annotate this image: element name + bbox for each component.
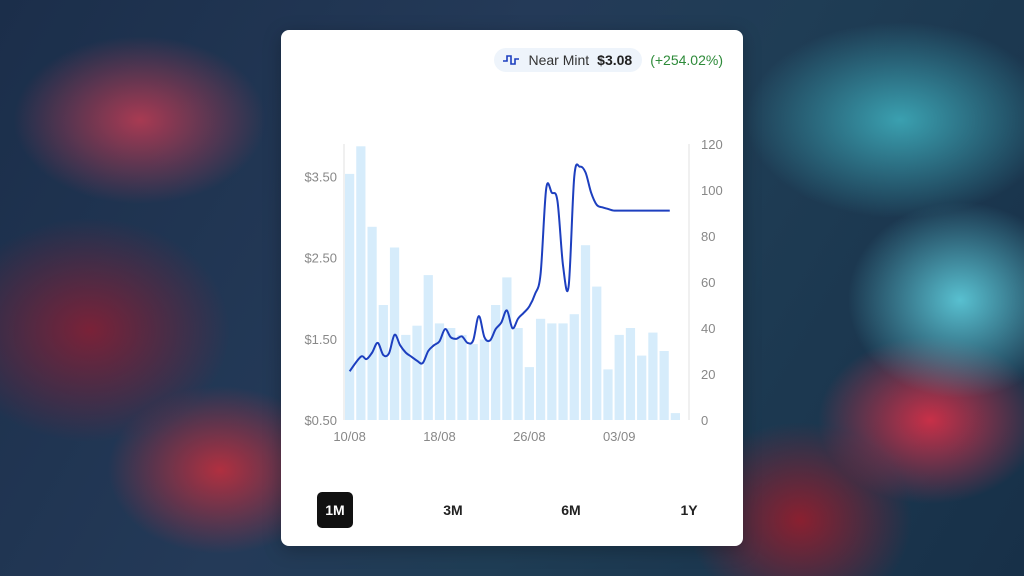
volume-bar bbox=[356, 146, 366, 421]
range-1y-button[interactable]: 1Y bbox=[680, 502, 698, 518]
volume-bar bbox=[401, 334, 411, 420]
x-tick-label: 10/08 bbox=[333, 429, 366, 444]
y-right-tick-label: 100 bbox=[701, 183, 723, 198]
volume-bar bbox=[603, 369, 613, 420]
volume-bar bbox=[547, 323, 557, 420]
y-right-tick-label: 120 bbox=[701, 137, 723, 152]
price-history-icon bbox=[502, 53, 520, 67]
volume-bar bbox=[468, 344, 478, 420]
range-6m-button[interactable]: 6M bbox=[561, 502, 581, 518]
volume-bar bbox=[434, 323, 445, 420]
volume-bar bbox=[491, 305, 501, 420]
volume-bar bbox=[345, 173, 355, 420]
volume-bar bbox=[378, 305, 388, 420]
volume-bar bbox=[502, 277, 512, 420]
volume-bar bbox=[614, 334, 624, 420]
volume-bar bbox=[457, 334, 467, 420]
range-3m-button[interactable]: 3M bbox=[443, 502, 463, 518]
y-right-tick-label: 0 bbox=[701, 413, 708, 428]
volume-bar bbox=[637, 355, 647, 420]
y-left-tick-label: $0.50 bbox=[304, 413, 337, 428]
y-left-tick-label: $2.50 bbox=[304, 251, 337, 266]
volume-bar bbox=[580, 245, 591, 420]
y-left-axis-labels: $0.50 $1.50 $2.50 $3.50 bbox=[304, 169, 337, 428]
volume-bar bbox=[648, 332, 658, 420]
volume-bar bbox=[592, 286, 602, 420]
volume-bar bbox=[423, 275, 433, 420]
volume-bar bbox=[513, 328, 523, 420]
condition-label: Near Mint bbox=[528, 52, 590, 68]
volume-bar bbox=[625, 328, 636, 420]
volume-bar bbox=[558, 323, 568, 420]
volume-bar bbox=[524, 367, 534, 420]
y-right-axis-labels: 0 20 40 60 80 100 120 bbox=[701, 137, 723, 428]
y-left-tick-label: $3.50 bbox=[304, 169, 337, 184]
volume-bar bbox=[659, 351, 669, 420]
price-chart: $0.50 $1.50 $2.50 $3.50 0 20 40 60 80 100 120 10/… bbox=[304, 137, 723, 444]
x-tick-label: 26/08 bbox=[513, 429, 546, 444]
current-price: $3.08 bbox=[597, 52, 633, 68]
y-right-tick-label: 40 bbox=[701, 321, 715, 336]
volume-bar bbox=[535, 318, 546, 420]
price-line bbox=[348, 163, 670, 372]
condition-pill[interactable]: Near Mint $3.08 bbox=[494, 48, 643, 72]
x-axis-labels: 10/08 18/08 26/08 03/09 bbox=[333, 429, 635, 444]
price-history-card: Near Mint $3.08 (+254.02%) $0.50 $1.50 $2.… bbox=[281, 30, 743, 546]
y-right-tick-label: 80 bbox=[701, 229, 715, 244]
price-change: (+254.02%) bbox=[650, 52, 723, 68]
x-tick-label: 18/08 bbox=[423, 429, 456, 444]
volume-bar bbox=[367, 226, 377, 420]
y-right-tick-label: 60 bbox=[701, 275, 715, 290]
volume-bar bbox=[412, 325, 422, 420]
volume-bar bbox=[479, 339, 490, 420]
range-selector: 1M 3M 6M 1Y bbox=[317, 492, 707, 528]
volume-bars bbox=[345, 146, 680, 421]
volume-bar bbox=[446, 328, 456, 420]
y-right-tick-label: 20 bbox=[701, 367, 715, 382]
price-summary: Near Mint $3.08 (+254.02%) bbox=[494, 48, 723, 72]
range-1m-button[interactable]: 1M bbox=[317, 492, 353, 528]
volume-bar bbox=[569, 314, 579, 420]
y-left-tick-label: $1.50 bbox=[304, 332, 337, 347]
x-tick-label: 03/09 bbox=[603, 429, 636, 444]
volume-bar bbox=[670, 413, 680, 420]
